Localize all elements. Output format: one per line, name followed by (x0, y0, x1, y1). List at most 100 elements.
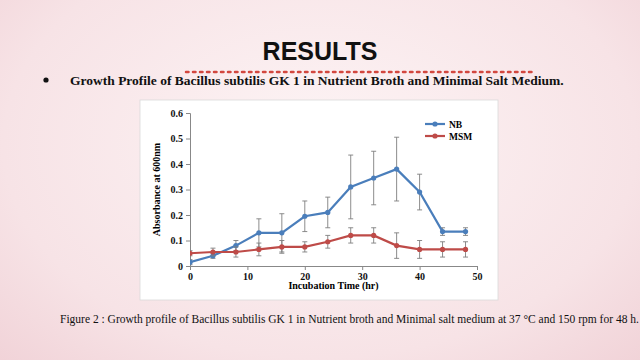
tick: 0.6 (171, 108, 191, 119)
error-cap (371, 151, 376, 152)
tick-mark (420, 266, 421, 270)
error-cap (440, 235, 445, 236)
tick-label: 0.2 (171, 210, 184, 221)
tick: 10 (243, 266, 253, 282)
legend-marker (432, 121, 437, 126)
tick: 0.4 (171, 159, 191, 170)
error-cap (463, 241, 468, 242)
error-cap (348, 155, 353, 156)
plot-area (190, 137, 468, 265)
point (302, 214, 307, 219)
tick-mark (186, 266, 190, 267)
error-bar (325, 235, 330, 248)
error-cap (325, 235, 330, 236)
error-bar (417, 174, 422, 210)
tick: 40 (415, 266, 425, 282)
tick-label: 0.4 (171, 159, 184, 170)
error-bar (190, 260, 193, 265)
tick-label: 50 (473, 271, 483, 282)
error-bar (279, 214, 284, 252)
point (394, 167, 399, 172)
error-cap (371, 243, 376, 244)
tick: 0.5 (171, 133, 191, 144)
point (417, 189, 422, 194)
tick-mark (186, 164, 190, 165)
tick-mark (186, 215, 190, 216)
error-cap (210, 248, 215, 249)
error-cap (210, 255, 215, 256)
error-cap (394, 137, 399, 138)
tick: 0 (178, 261, 190, 272)
error-cap (417, 240, 422, 241)
error-cap (394, 200, 399, 201)
point (256, 230, 261, 235)
tick-label: 40 (415, 271, 425, 282)
point (348, 184, 353, 189)
error-cap (394, 232, 399, 233)
error-cap (348, 227, 353, 228)
error-cap (348, 243, 353, 244)
error-cap (256, 243, 261, 244)
error-cap (279, 240, 284, 241)
error-bar (394, 233, 399, 259)
tick-mark (186, 139, 190, 140)
error-cap (256, 255, 261, 256)
slide: RESULTSGrowth Profile of Bacillus subtil… (0, 0, 640, 360)
tick-label: 10 (243, 271, 253, 282)
error-cap (302, 241, 307, 242)
series (190, 228, 468, 259)
axis-line (186, 114, 191, 267)
tick-mark (247, 266, 248, 270)
chart-panel (140, 100, 498, 300)
legend-label: MSM (449, 132, 472, 142)
error-cap (348, 218, 353, 219)
error-cap (233, 246, 238, 247)
series-line (190, 235, 466, 253)
error-cap (417, 209, 422, 210)
point (279, 230, 284, 235)
point (463, 247, 468, 252)
legend-item: MSM (425, 132, 472, 142)
point (440, 247, 445, 252)
error-cap (233, 257, 238, 258)
point (302, 244, 307, 249)
error-bar (463, 242, 468, 257)
point (394, 243, 399, 248)
point (256, 247, 261, 252)
tick: 50 (473, 266, 483, 282)
tick: 0.3 (171, 184, 191, 195)
error-cap (279, 253, 284, 254)
tick-mark (362, 266, 363, 270)
error-cap (463, 227, 468, 228)
error-bar (394, 137, 399, 201)
point (325, 210, 330, 215)
error-cap (371, 227, 376, 228)
error-cap (325, 248, 330, 249)
tick-label: 0.1 (171, 235, 184, 246)
y-axis: 0 0.1 0.2 0.3 0.4 0.5 0.6 (171, 108, 191, 272)
series (190, 137, 468, 265)
tick-mark (305, 266, 306, 270)
legend-item: NB (425, 120, 463, 130)
tick-label: 0 (178, 261, 183, 272)
error-bar (417, 241, 422, 259)
error-cap (463, 235, 468, 236)
error-cap (463, 257, 468, 258)
error-bar (256, 243, 261, 256)
legend: NB MSM (425, 120, 472, 142)
error-cap (279, 213, 284, 214)
error-cap (417, 258, 422, 259)
error-bar (325, 197, 330, 228)
error-bar (256, 219, 261, 247)
tick-label: 0.6 (171, 108, 184, 119)
point (233, 249, 238, 254)
error-bar (302, 201, 307, 232)
series-line (190, 169, 466, 262)
error-bar (302, 242, 307, 252)
tick-label: 0.3 (171, 184, 184, 195)
error-bar (440, 242, 445, 257)
tick-label: 0 (188, 271, 193, 282)
tick-mark (477, 266, 478, 270)
tick-mark (190, 266, 191, 270)
error-cap (233, 240, 238, 241)
